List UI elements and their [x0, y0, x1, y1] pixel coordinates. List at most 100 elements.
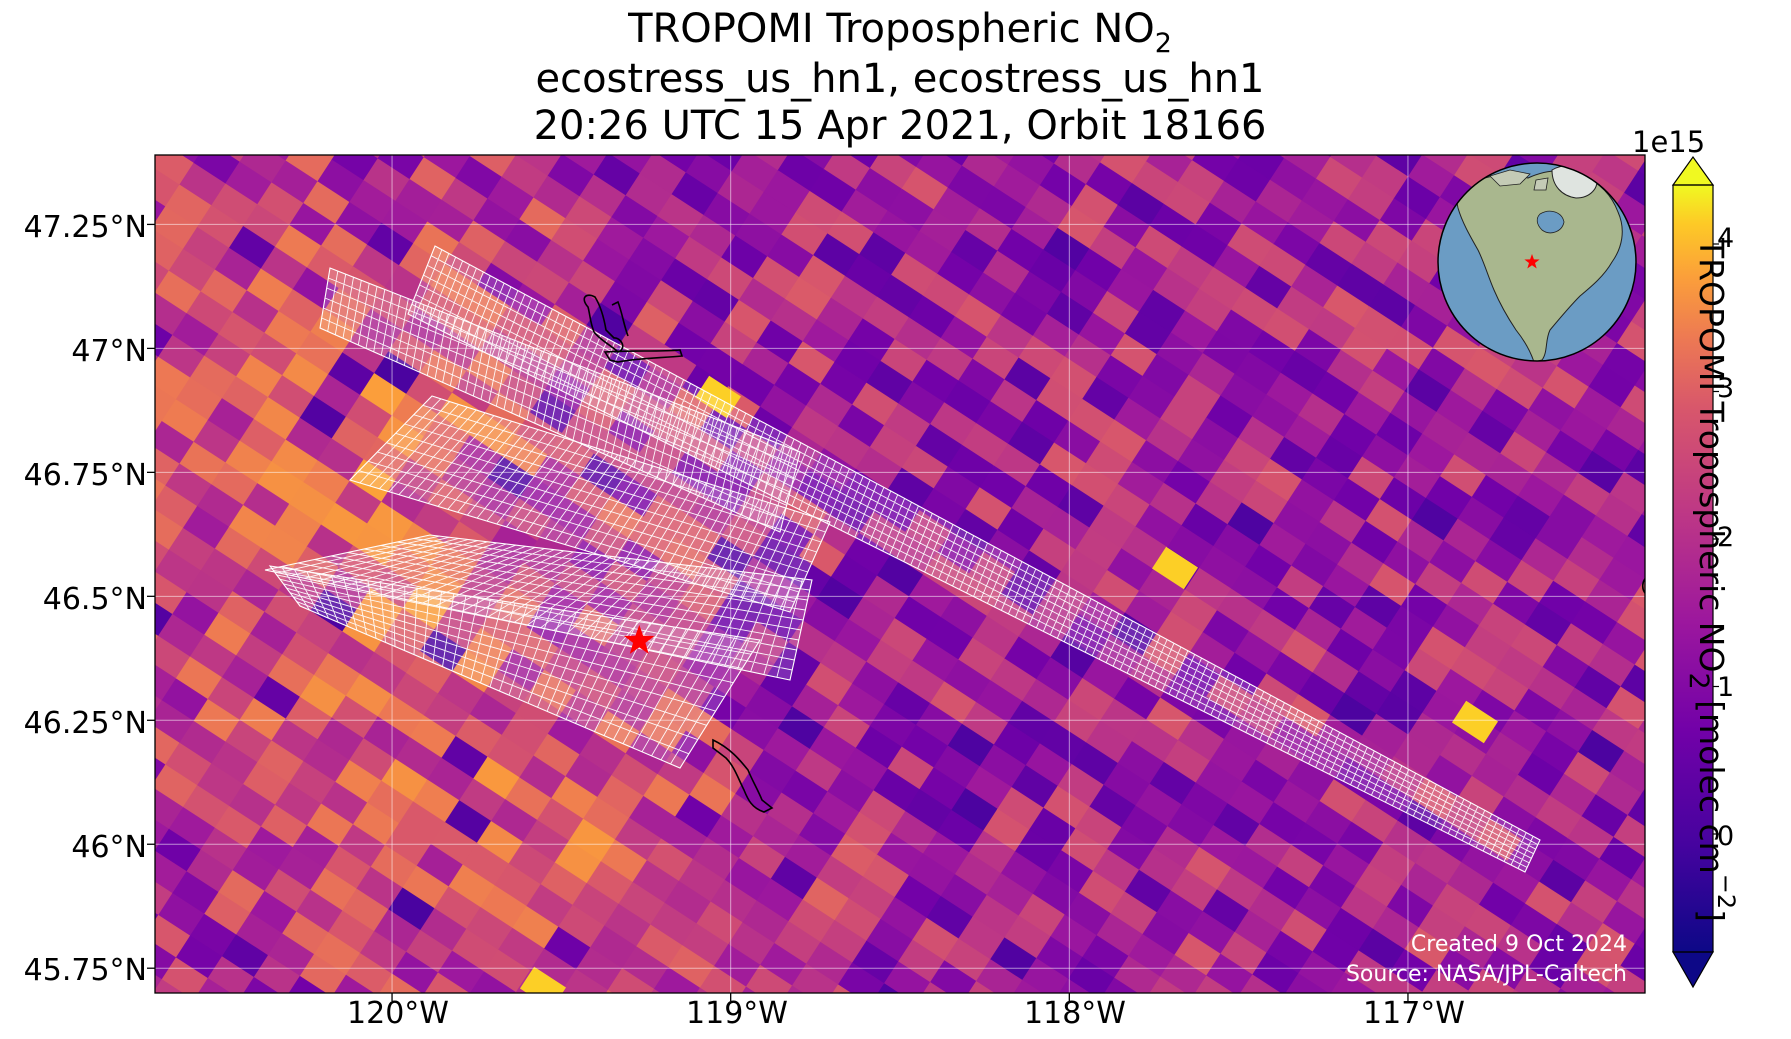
colorbar-tick-marks — [1713, 243, 1719, 835]
no2-pixel — [816, 576, 864, 621]
no2-pixel — [217, 591, 266, 635]
no2-pixel — [936, 809, 985, 854]
no2-pixel — [1535, 516, 1583, 561]
no2-pixel — [1294, 329, 1342, 373]
no2-pixel — [532, 175, 581, 220]
no2-pixel — [1333, 478, 1381, 523]
no2-pixel — [1177, 160, 1225, 205]
no2-pixel — [1605, 686, 1645, 731]
no2-pixel — [1053, 420, 1101, 465]
no2-pixel — [600, 839, 648, 884]
no2-pixel — [430, 543, 478, 587]
no2-pixel — [1219, 373, 1268, 418]
no2-pixel — [749, 749, 797, 794]
no2-pixel — [561, 155, 609, 176]
no2-pixel — [416, 843, 464, 888]
no2-pixel — [794, 190, 843, 235]
no2-pixel — [826, 769, 875, 814]
no2-pixel — [1471, 754, 1519, 798]
no2-pixel — [1184, 846, 1232, 891]
no2-pixel — [164, 184, 213, 229]
no2-pixel — [221, 97, 268, 141]
no2-pixel — [87, 165, 134, 209]
no2-pixel — [961, 980, 1009, 993]
no2-pixel — [317, 717, 365, 762]
no2-pixel — [972, 894, 1020, 939]
no2-pixel — [1538, 859, 1587, 904]
no2-pixel — [1049, 914, 1098, 959]
colorbar-gradient — [1673, 185, 1713, 952]
no2-pixel — [508, 283, 556, 328]
no2-pixel — [607, 155, 655, 175]
no2-pixel — [1096, 913, 1144, 958]
map-frame — [154, 154, 1646, 994]
no2-pixel — [490, 799, 538, 844]
no2-pixel — [699, 965, 747, 993]
no2-pixel — [331, 416, 379, 461]
no2-pixel — [1400, 863, 1448, 907]
no2-pixel — [486, 734, 535, 779]
title-line-1: TROPOMI Tropospheric NO2 — [628, 6, 1172, 59]
no2-pixel — [1379, 756, 1427, 801]
no2-pixel — [1290, 543, 1339, 588]
no2-pixel — [498, 91, 545, 135]
no2-pixel — [617, 602, 666, 647]
no2-pixel — [1386, 605, 1434, 650]
no2-pixel — [798, 534, 846, 579]
no2-pixel — [547, 432, 595, 477]
no2-pixel — [1333, 199, 1381, 244]
no2-pixel — [1223, 996, 1270, 1039]
no2-pixel — [578, 174, 627, 219]
no2-pixel — [621, 109, 668, 153]
no2-pixel — [1584, 858, 1633, 903]
no2-pixel — [823, 705, 871, 750]
no2-pixel — [635, 924, 684, 969]
no2-pixel — [1226, 502, 1275, 547]
no2-pixel — [1464, 346, 1512, 391]
no2-pixel — [394, 458, 443, 502]
no2-pixel — [155, 872, 174, 917]
lon-tick-label: 117°W — [1363, 996, 1465, 1031]
no2-pixel — [986, 314, 1034, 359]
no2-pixel — [451, 649, 499, 694]
no2-pixel — [876, 274, 924, 319]
no2-pixel — [667, 945, 715, 990]
no2-pixel — [423, 414, 471, 459]
no2-pixel — [1386, 884, 1434, 929]
no2-pixel — [1365, 499, 1413, 543]
no2-pixel — [1418, 905, 1466, 950]
no2-pixel — [1482, 110, 1529, 154]
no2-pixel — [1404, 648, 1452, 693]
no2-pixel — [933, 187, 981, 232]
swath-gridlines — [411, 249, 1539, 869]
no2-pixel — [299, 395, 347, 440]
no2-pixel — [579, 1012, 626, 1039]
no2-pixel — [529, 669, 577, 714]
no2-pixel — [1623, 449, 1645, 494]
no2-pixel — [1499, 431, 1548, 476]
no2-pixel — [1283, 694, 1332, 739]
no2-pixel — [1450, 368, 1498, 413]
swath-gridlines — [273, 567, 752, 765]
no2-pixel — [398, 522, 446, 567]
no2-pixel — [663, 322, 712, 367]
no2-pixel — [1273, 501, 1321, 546]
no2-pixel — [1018, 614, 1066, 659]
no2-pixel — [1159, 396, 1208, 441]
no2-pixel — [1007, 979, 1055, 993]
no2-pixel — [327, 910, 376, 955]
colorbar — [1671, 155, 1719, 989]
no2-pixel — [155, 206, 198, 251]
no2-pixel — [1605, 155, 1645, 173]
no2-pixel — [1450, 89, 1497, 133]
no2-pixel — [688, 214, 737, 259]
no2-pixel — [901, 724, 949, 769]
no2-pixel — [1106, 548, 1155, 593]
no2-pixel — [1209, 738, 1257, 783]
no2-pixel — [600, 281, 648, 326]
no2-pixel — [639, 155, 687, 196]
no2-pixel — [1336, 542, 1385, 587]
no2-pixel — [1400, 584, 1448, 628]
no2-pixel — [214, 526, 262, 571]
no2-pixel — [1220, 95, 1267, 139]
